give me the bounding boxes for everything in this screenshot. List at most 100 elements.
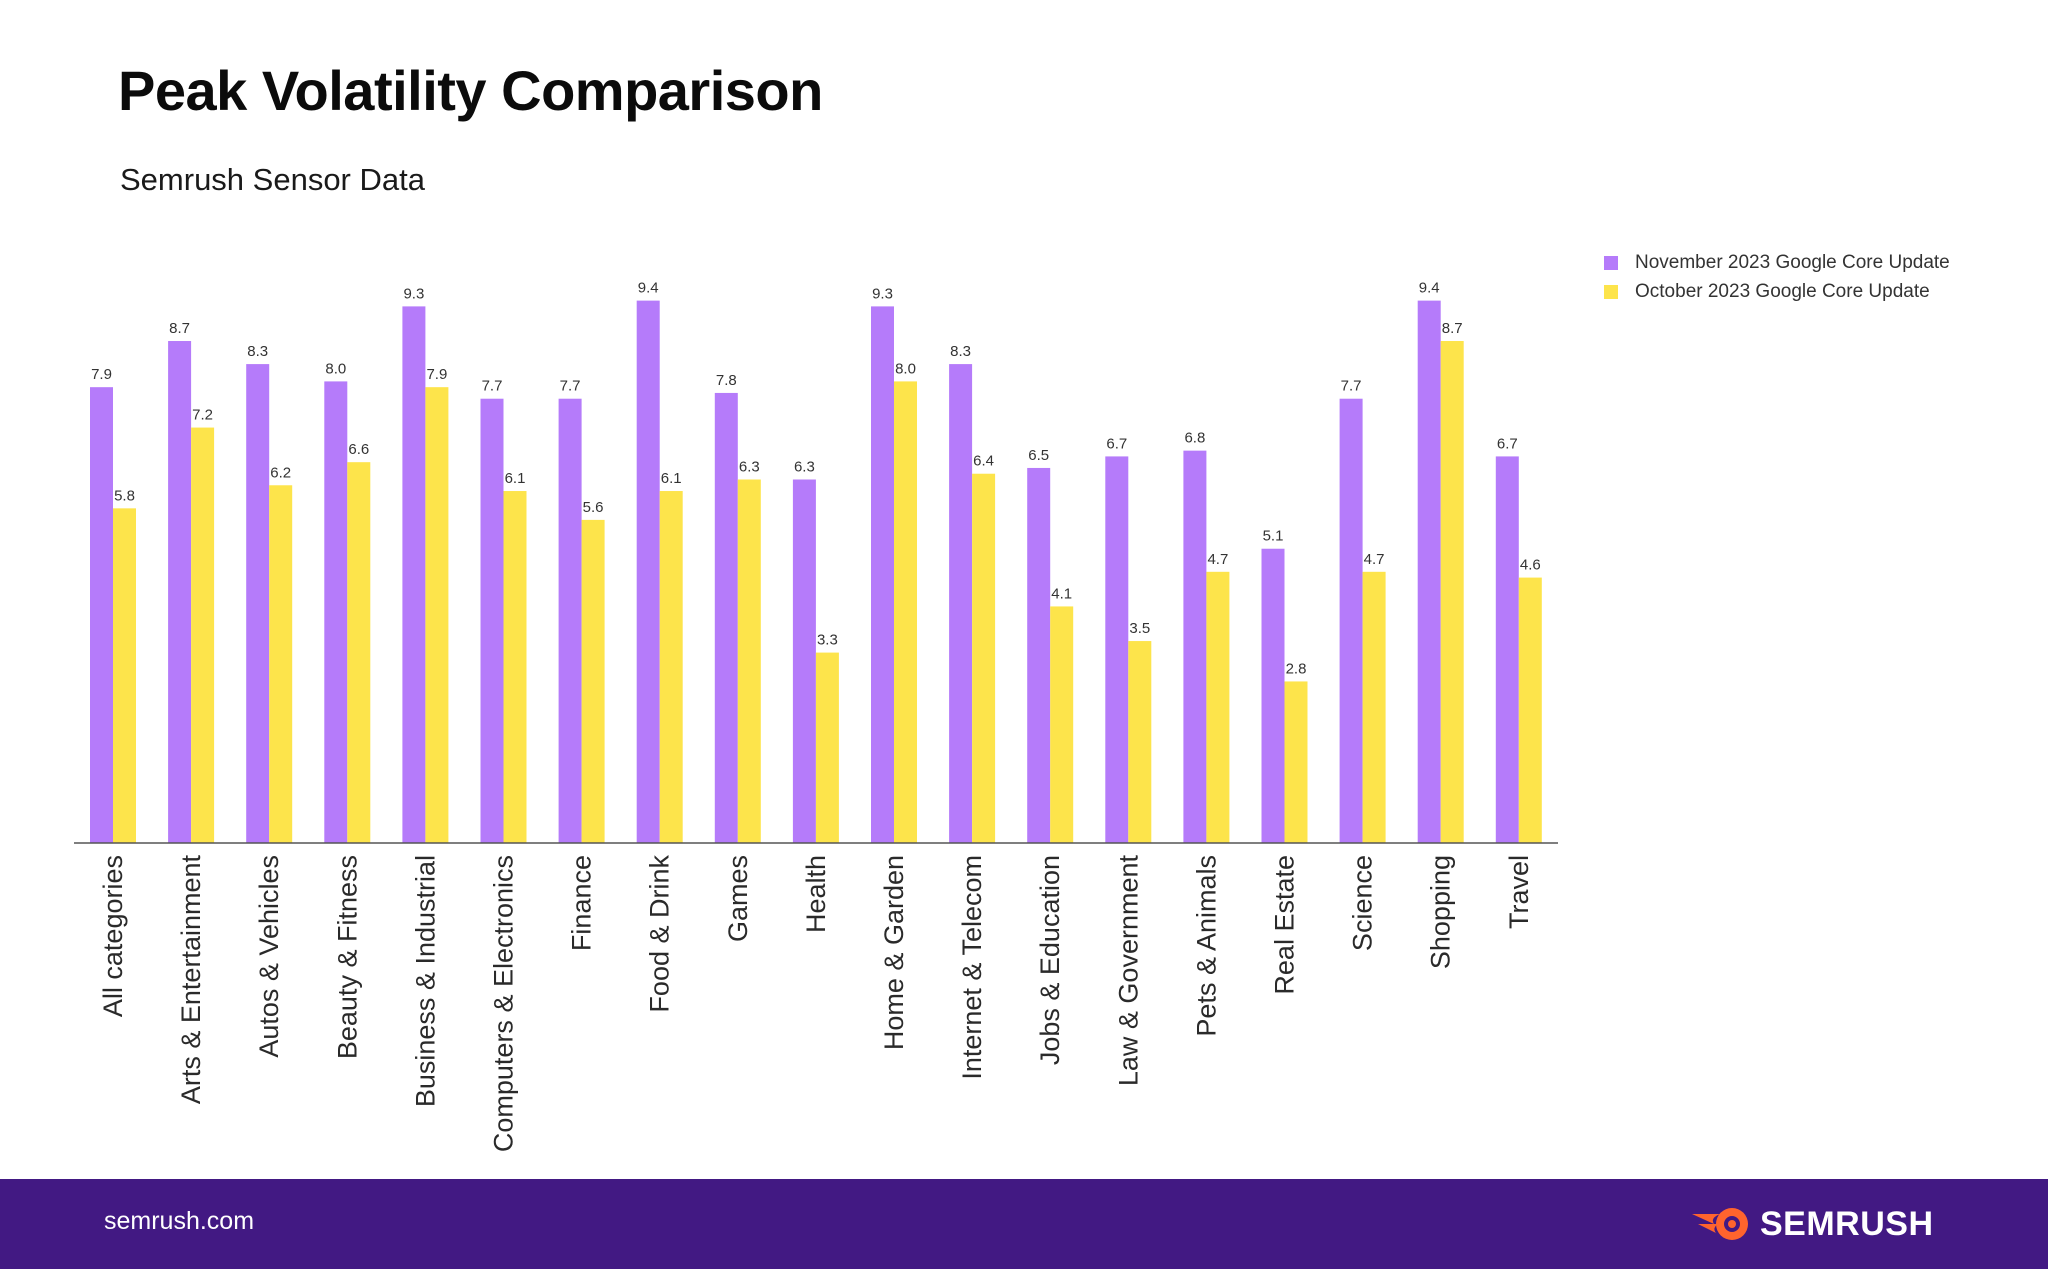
- data-label: 5.6: [583, 499, 604, 516]
- data-label: 8.0: [325, 360, 346, 377]
- data-label: 9.3: [403, 285, 424, 302]
- footer-bar: semrush.com SEMRUSH: [0, 1179, 2048, 1269]
- semrush-fireball-icon: [1692, 1208, 1748, 1240]
- bar-november: [168, 341, 192, 843]
- data-label: 8.3: [247, 343, 268, 360]
- data-label: 3.3: [817, 632, 838, 649]
- bar-october: [1518, 577, 1542, 843]
- category-label: Food & Drink: [645, 855, 675, 1013]
- bar-november: [871, 306, 894, 843]
- legend-swatch-november: [1604, 255, 1618, 270]
- category-label: Home & Garden: [879, 855, 909, 1050]
- bar-chart: 7.9 5.8 All categories 8.7 7.2 Arts & Enterta…: [74, 280, 1558, 1152]
- bar-october: [1284, 681, 1308, 843]
- data-label: 9.4: [638, 280, 659, 297]
- bar-november: [90, 387, 113, 843]
- data-label: 8.0: [895, 360, 916, 377]
- bar-october: [1440, 341, 1464, 843]
- data-label: 6.3: [794, 458, 815, 475]
- bar-october: [894, 381, 917, 843]
- category-label: Health: [801, 855, 831, 933]
- bar-november: [714, 392, 738, 843]
- legend-item-november: November 2023 Google Core Update: [1604, 248, 1950, 277]
- data-label: 7.7: [482, 378, 503, 395]
- bar-october: [113, 508, 136, 843]
- chart-legend: November 2023 Google Core Update October…: [1604, 248, 1950, 306]
- data-label: 5.1: [1263, 528, 1284, 545]
- data-label: 7.2: [192, 407, 213, 424]
- category-label: Real Estate: [1270, 855, 1300, 995]
- bar-october: [737, 479, 761, 843]
- data-label: 4.6: [1520, 557, 1541, 574]
- data-label: 6.6: [348, 441, 369, 458]
- bar-october: [1362, 571, 1386, 843]
- bar-october: [581, 519, 605, 843]
- bar-november: [1261, 548, 1285, 843]
- data-label: 8.7: [169, 320, 190, 337]
- bar-november: [1105, 456, 1129, 843]
- data-label: 6.1: [661, 470, 682, 487]
- legend-item-october: October 2023 Google Core Update: [1604, 277, 1950, 306]
- bar-october: [659, 491, 683, 843]
- category-label: Beauty & Fitness: [332, 855, 362, 1059]
- data-label: 7.7: [1341, 378, 1362, 395]
- category-label: Computers & Electronics: [489, 855, 519, 1152]
- category-label: Finance: [567, 855, 597, 951]
- bar-october: [1206, 571, 1230, 843]
- category-label: Business & Industrial: [410, 855, 440, 1107]
- data-label: 2.8: [1286, 660, 1307, 677]
- category-label: Science: [1348, 855, 1378, 951]
- bar-october: [815, 652, 839, 843]
- category-label: Internet & Telecom: [957, 855, 987, 1080]
- bar-november: [949, 364, 973, 843]
- data-label: 9.3: [872, 285, 893, 302]
- data-label: 6.8: [1184, 430, 1205, 447]
- bar-november: [402, 306, 426, 843]
- category-label: Law & Government: [1113, 855, 1143, 1087]
- chart-title: Peak Volatility Comparison: [118, 59, 823, 122]
- bar-november: [324, 381, 348, 843]
- bar-october: [425, 387, 449, 843]
- legend-swatch-october: [1604, 284, 1618, 299]
- bar-october: [1128, 641, 1152, 843]
- data-label: 5.8: [114, 487, 135, 504]
- bar-november: [558, 398, 582, 843]
- category-label: Autos & Vehicles: [254, 855, 284, 1058]
- bar-november: [1417, 300, 1441, 843]
- category-label: Jobs & Education: [1035, 855, 1065, 1065]
- data-label: 6.7: [1106, 435, 1127, 452]
- data-label: 7.7: [560, 378, 581, 395]
- data-label: 6.5: [1028, 447, 1049, 464]
- bar-october: [503, 491, 527, 843]
- brand-logo: SEMRUSH: [1690, 1199, 1934, 1249]
- data-label: 6.3: [739, 458, 760, 475]
- category-label: Travel: [1504, 855, 1534, 929]
- category-label: Pets & Animals: [1191, 855, 1221, 1037]
- data-label: 6.2: [270, 464, 291, 481]
- data-label: 6.4: [973, 453, 994, 470]
- bar-october: [191, 427, 215, 843]
- category-label: Games: [723, 855, 753, 942]
- bar-october: [347, 462, 371, 843]
- data-label: 7.9: [426, 366, 447, 383]
- bar-november: [1339, 398, 1363, 843]
- bar-october: [269, 485, 293, 843]
- data-label: 4.1: [1051, 585, 1072, 602]
- bar-november: [246, 364, 270, 843]
- brand-wordmark: SEMRUSH: [1760, 1204, 1934, 1243]
- bar-november: [1183, 450, 1207, 843]
- legend-label-november: November 2023 Google Core Update: [1635, 251, 1950, 273]
- data-label: 4.7: [1364, 551, 1385, 568]
- category-label: Arts & Entertainment: [176, 855, 206, 1105]
- bar-november: [636, 300, 660, 843]
- category-label: Shopping: [1426, 855, 1456, 969]
- bar-november: [1027, 467, 1051, 843]
- data-label: 7.8: [716, 372, 737, 389]
- bar-november: [480, 398, 504, 843]
- data-label: 3.5: [1129, 620, 1150, 637]
- chart-subtitle: Semrush Sensor Data: [120, 162, 425, 197]
- data-label: 9.4: [1419, 280, 1440, 297]
- footer-url[interactable]: semrush.com: [104, 1207, 255, 1235]
- data-label: 6.1: [505, 470, 526, 487]
- legend-label-october: October 2023 Google Core Update: [1635, 280, 1930, 302]
